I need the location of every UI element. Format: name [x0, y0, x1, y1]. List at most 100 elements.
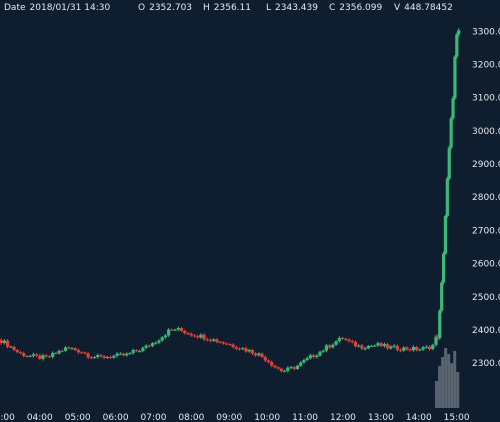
candle-body-57 — [183, 330, 187, 334]
candle-body-61 — [196, 336, 200, 338]
candle-body-134 — [431, 344, 435, 350]
candle-body-23 — [73, 348, 77, 351]
candle-body-2 — [5, 340, 10, 347]
candle-body-130 — [418, 349, 422, 351]
candle-body-58 — [186, 333, 190, 335]
candle-body-43 — [138, 351, 142, 353]
candle-body-40 — [128, 353, 132, 355]
candle-body-104 — [334, 341, 338, 345]
x-tick-label-2: 05:00 — [65, 413, 91, 422]
candle-body-64 — [205, 339, 209, 341]
y-tick-label-6: 2900.0 — [472, 160, 500, 170]
candle-body-26 — [83, 352, 87, 354]
candle-body-102 — [328, 345, 332, 348]
candle-body-21 — [67, 347, 71, 349]
candle-body-87 — [279, 368, 283, 372]
candle-body-8 — [25, 356, 29, 358]
info-high: H 2356.11 — [203, 3, 251, 13]
info-low: L 2343.439 — [266, 3, 318, 13]
candle-body-108 — [347, 339, 351, 342]
candle-body-45 — [144, 345, 148, 348]
candle-body-37 — [118, 353, 122, 355]
candle-body-18 — [57, 350, 61, 354]
candle-body-146 — [455, 34, 459, 57]
candle-body-34 — [109, 356, 113, 358]
candle-body-115 — [369, 345, 374, 347]
y-tick-label-1: 2400.0 — [472, 326, 500, 336]
volume-bar-6 — [453, 351, 457, 408]
candle-body-147 — [457, 30, 461, 35]
candle-body-36 — [115, 353, 119, 356]
candle-body-83 — [266, 360, 271, 363]
y-tick-label-7: 3000.0 — [472, 127, 500, 137]
candle-body-19 — [60, 350, 64, 352]
candle-body-69 — [221, 342, 225, 344]
candle-body-113 — [363, 348, 367, 350]
candle-body-41 — [131, 350, 135, 354]
candle-body-12 — [38, 355, 42, 359]
candle-body-120 — [386, 344, 390, 349]
x-tick-label-10: 13:00 — [368, 413, 394, 422]
candle-body-100 — [321, 350, 325, 352]
candle-body-122 — [392, 345, 396, 347]
x-tick-label-4: 07:00 — [141, 413, 167, 422]
candle-body-142 — [447, 147, 451, 179]
y-tick-label-8: 3100.0 — [472, 94, 500, 104]
candle-body-90 — [289, 367, 293, 369]
candle-body-17 — [54, 352, 58, 354]
candle-body-116 — [373, 345, 377, 347]
volume-bar-5 — [450, 363, 454, 408]
candle-body-96 — [308, 355, 312, 359]
candle-body-77 — [247, 350, 251, 352]
candle-body-88 — [282, 370, 287, 372]
candle-body-10 — [31, 354, 35, 356]
candle-body-123 — [395, 345, 399, 350]
candle-body-63 — [202, 334, 206, 340]
candle-body-137 — [438, 310, 442, 339]
candle-body-9 — [28, 355, 32, 357]
candle-body-46 — [147, 345, 151, 347]
candle-body-56 — [179, 328, 184, 331]
candle-body-127 — [408, 349, 412, 351]
candle-body-81 — [260, 353, 264, 357]
candle-body-84 — [270, 362, 274, 366]
x-tick-label-9: 12:00 — [330, 413, 356, 422]
candle-body-71 — [228, 344, 232, 346]
y-tick-label-5: 2800.0 — [472, 193, 500, 203]
x-tick-label-0: 03:00 — [0, 413, 15, 422]
ohlcv-info-bar: Date 2018/01/31 14:30 O 2352.703 H 2356.11 … — [0, 0, 500, 16]
candle-body-105 — [337, 337, 341, 342]
candle-body-50 — [160, 337, 164, 341]
candle-body-16 — [51, 352, 55, 357]
candle-body-53 — [170, 329, 174, 331]
candle-body-7 — [22, 353, 26, 357]
candle-body-94 — [302, 360, 306, 363]
candle-body-73 — [234, 347, 238, 349]
candle-body-79 — [254, 353, 258, 356]
candle-body-13 — [41, 355, 45, 359]
candle-body-28 — [89, 357, 93, 359]
candle-body-126 — [405, 347, 409, 350]
candle-body-121 — [389, 346, 393, 349]
candle-body-98 — [315, 355, 319, 357]
candle-body-22 — [70, 348, 74, 350]
candle-body-3 — [9, 346, 13, 348]
candle-body-29 — [92, 357, 97, 359]
candle-body-55 — [176, 328, 180, 330]
info-date: Date 2018/01/31 14:30 — [4, 3, 111, 13]
candle-body-44 — [141, 347, 145, 352]
x-tick-label-11: 14:00 — [406, 413, 432, 422]
candle-body-14 — [44, 355, 48, 357]
candle-body-110 — [353, 341, 358, 347]
candle-body-103 — [331, 344, 335, 348]
candle-body-0 — [0, 339, 3, 343]
candle-body-78 — [250, 350, 254, 354]
candle-body-38 — [121, 353, 126, 356]
candle-body-82 — [263, 356, 267, 361]
candle-body-111 — [357, 345, 361, 347]
candle-body-91 — [292, 367, 296, 369]
candle-body-33 — [105, 356, 110, 358]
volume-bar-4 — [447, 354, 451, 408]
candle-body-114 — [366, 346, 370, 349]
